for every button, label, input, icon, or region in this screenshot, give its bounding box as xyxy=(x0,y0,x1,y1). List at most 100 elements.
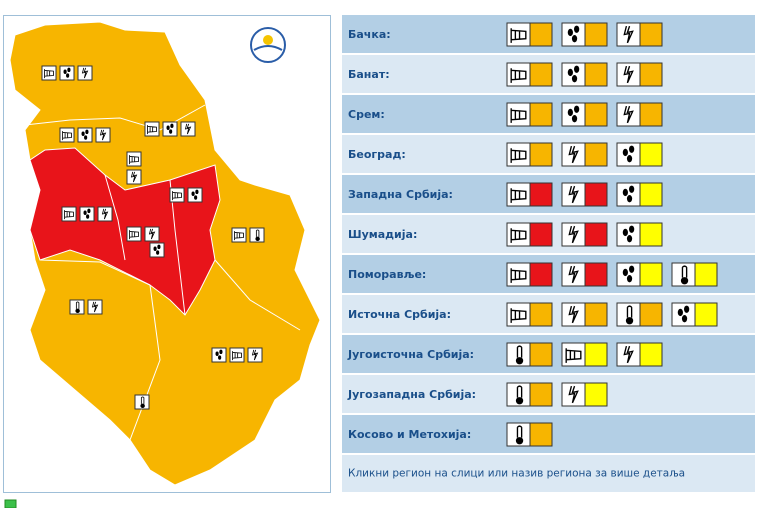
icon-glyph xyxy=(83,210,87,215)
warning-level xyxy=(694,302,718,327)
icon-glyph xyxy=(568,225,579,244)
region-name[interactable]: Бачка: xyxy=(348,28,391,41)
warning-icon xyxy=(249,227,265,243)
status-square xyxy=(4,499,17,508)
icon-glyph xyxy=(85,129,89,135)
warning-icon xyxy=(616,142,641,167)
icon-glyph xyxy=(64,210,74,220)
warning-icon xyxy=(561,22,586,47)
warning-level xyxy=(529,262,553,287)
icon-glyph xyxy=(157,244,161,250)
warning-level xyxy=(639,342,663,367)
warning-icon xyxy=(561,62,586,87)
icon-glyph xyxy=(194,195,198,200)
warning-icon xyxy=(162,121,178,137)
warning-icon xyxy=(229,347,245,363)
footer-text: Кликни регион на слици или назив региона… xyxy=(348,468,685,480)
warning-icon xyxy=(97,206,113,222)
icon-glyph xyxy=(510,188,527,203)
region-name[interactable]: Шумадија: xyxy=(348,228,417,241)
icon-glyph xyxy=(680,277,689,285)
warning-level xyxy=(529,422,553,447)
warning-icon xyxy=(79,206,95,222)
icon-glyph xyxy=(623,345,634,364)
warning-level xyxy=(584,342,608,367)
icon-glyph xyxy=(626,235,633,243)
warning-level xyxy=(529,22,553,47)
warning-level xyxy=(529,142,553,167)
region-name[interactable]: Срем: xyxy=(348,108,385,121)
map-border xyxy=(39,259,301,441)
region-name[interactable]: Југозападна Србија: xyxy=(347,388,476,401)
warning-icon xyxy=(671,302,696,327)
warning-icon xyxy=(616,222,641,247)
icon-glyph xyxy=(251,349,259,361)
icon-glyph xyxy=(129,155,139,165)
icon-glyph xyxy=(516,425,523,438)
region-table: Бачка: Банат: Срем: Београд: Западна Србија:… xyxy=(342,15,755,492)
warning-icon xyxy=(69,299,85,315)
icon-glyph xyxy=(515,357,524,365)
warning-icon xyxy=(506,62,531,87)
warning-icon xyxy=(561,342,586,367)
warning-icon xyxy=(506,262,531,287)
warning-icon xyxy=(77,127,93,143)
map-icons xyxy=(41,65,265,410)
warning-level xyxy=(639,182,663,207)
region-name[interactable]: Поморавље: xyxy=(348,268,426,281)
icon-glyph xyxy=(215,351,219,356)
warning-level xyxy=(584,62,608,87)
warning xyxy=(616,142,663,167)
warning-icon xyxy=(180,121,196,137)
warning-level xyxy=(584,102,608,127)
warning xyxy=(561,262,608,287)
warning-level xyxy=(584,22,608,47)
warning-level xyxy=(529,302,553,327)
warning-icon xyxy=(616,62,641,87)
warning-icon xyxy=(561,102,586,127)
region-name[interactable]: Косово и Метохија: xyxy=(348,428,471,441)
region-name[interactable]: Западна Србија: xyxy=(348,188,453,201)
icon-glyph xyxy=(172,191,182,201)
icon-glyph xyxy=(626,195,633,203)
icon-glyph xyxy=(626,275,633,283)
region-name[interactable]: Банат: xyxy=(348,68,390,81)
warning-icon xyxy=(95,127,111,143)
icon-glyph xyxy=(623,105,634,124)
icon-glyph xyxy=(629,265,635,273)
warning-level xyxy=(639,22,663,47)
warning xyxy=(616,22,663,47)
warning xyxy=(616,342,663,367)
icon-glyph xyxy=(510,148,527,163)
warning-icon xyxy=(506,182,531,207)
warning-icon xyxy=(616,182,641,207)
icon-glyph xyxy=(255,236,260,242)
icon-glyph xyxy=(156,250,160,255)
icon-glyph xyxy=(626,305,633,318)
icon-glyph xyxy=(81,67,89,79)
warning xyxy=(561,222,608,247)
region-name[interactable]: Источна Србија: xyxy=(348,308,451,321)
warning-level xyxy=(584,142,608,167)
warning xyxy=(506,422,553,447)
icon-glyph xyxy=(195,189,199,195)
icon-glyph xyxy=(565,348,582,363)
warning xyxy=(561,302,608,327)
icon-glyph xyxy=(567,68,573,77)
icon-glyph xyxy=(677,308,683,317)
region-name[interactable]: Београд: xyxy=(348,148,406,161)
icon-glyph xyxy=(184,123,192,135)
warning xyxy=(616,262,663,287)
warning-level xyxy=(529,342,553,367)
icon-glyph xyxy=(87,208,91,214)
warning-level xyxy=(529,62,553,87)
icon-glyph xyxy=(510,308,527,323)
icon-glyph xyxy=(515,397,524,405)
region-name[interactable]: Југоисточна Србија: xyxy=(347,348,474,361)
icon-glyph xyxy=(574,25,580,33)
warning xyxy=(506,262,553,287)
icon-glyph xyxy=(567,28,573,37)
warning-icon xyxy=(169,187,185,203)
warning-icon xyxy=(561,222,586,247)
